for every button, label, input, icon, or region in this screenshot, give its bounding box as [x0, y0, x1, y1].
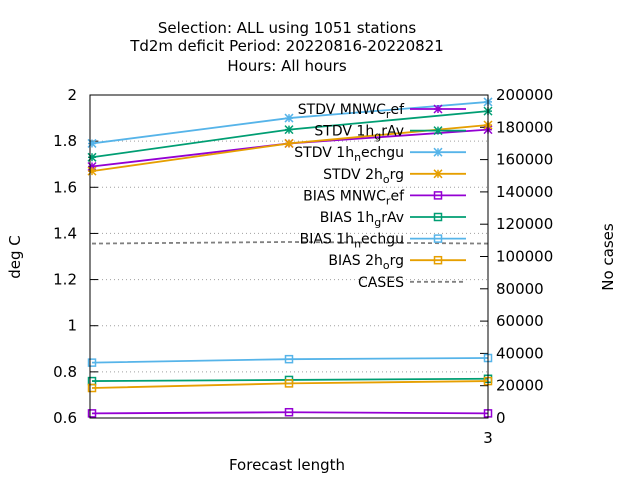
- y-tick-label: 1.6: [53, 178, 77, 196]
- chart-title-line-2: Td2m deficit Period: 20220816-20220821: [129, 37, 444, 55]
- chart-title-line-1: Selection: ALL using 1051 stations: [158, 19, 417, 37]
- data-point-square: [433, 234, 443, 243]
- y-tick-label: 2: [67, 86, 77, 104]
- legend-label-9: CASES: [358, 275, 404, 291]
- y-tick-label: 0.8: [53, 363, 77, 381]
- data-point-square: [87, 409, 97, 418]
- data-point-star: [433, 169, 443, 179]
- series-line-5: [91, 411, 489, 415]
- y-axis-ticks: 0.6 0.8 1 1.2 1.4 1.6 1.8 2: [53, 86, 98, 427]
- chart-title-line-3: Hours: All hours: [227, 57, 346, 75]
- data-point-square: [433, 212, 443, 222]
- legend: STDV MNWCref STDV 1hgrAv STDV 1hnechgu STDV…: [294, 102, 466, 291]
- y2-tick-label: 180000: [496, 118, 553, 136]
- data-point-star: [433, 147, 443, 157]
- y-tick-label: 1.4: [53, 224, 77, 242]
- legend-label-7: BIAS 1hnechgu: [300, 232, 404, 251]
- x-tick-label: 3: [483, 429, 493, 447]
- y2-tick-label: 160000: [496, 151, 553, 169]
- legend-label-1: STDV MNWCref: [298, 102, 405, 121]
- data-point-square: [87, 358, 97, 367]
- legend-label-2: STDV 1hgrAv: [314, 124, 404, 143]
- y-tick-label: 1: [67, 317, 77, 335]
- y-tick-label: 1.2: [53, 271, 77, 289]
- y2-tick-label: 200000: [496, 86, 553, 104]
- y2-tick-label: 20000: [496, 377, 544, 395]
- y-axis-label: deg C: [6, 235, 24, 279]
- y2-tick-label: 100000: [496, 248, 553, 266]
- data-point-star: [87, 138, 97, 148]
- data-point-square: [433, 255, 443, 265]
- data-point-star: [284, 138, 294, 148]
- plot-frame: [89, 94, 489, 419]
- y-tick-label: 1.8: [53, 132, 77, 150]
- series-line-9: [91, 241, 489, 245]
- data-point-star: [284, 113, 294, 123]
- data-point-star: [87, 152, 97, 162]
- legend-label-3: STDV 1hnechgu: [294, 145, 404, 164]
- data-point-square: [433, 191, 443, 200]
- y2-tick-label: 0: [496, 409, 506, 427]
- y2-tick-label: 140000: [496, 183, 553, 201]
- data-point-star: [433, 104, 443, 114]
- x-axis-label: Forecast length: [229, 456, 345, 474]
- y2-tick-label: 40000: [496, 344, 544, 362]
- data-point-square: [284, 379, 294, 388]
- series-line-8: [91, 380, 489, 389]
- data-point-square: [87, 383, 97, 393]
- y2-axis-ticks: 0 20000 40000 60000 80000 100000 120000 140000 1…: [480, 86, 553, 427]
- y2-tick-label: 120000: [496, 215, 553, 233]
- y2-axis-label: No cases: [599, 223, 617, 291]
- y-tick-label: 0.6: [53, 409, 77, 427]
- data-point-star: [87, 161, 97, 172]
- data-point-square: [284, 407, 294, 417]
- y2-tick-label: 80000: [496, 280, 544, 298]
- data-point-star: [433, 126, 443, 136]
- series-lines: [87, 97, 493, 418]
- legend-label-6: BIAS 1hgrAv: [320, 210, 404, 229]
- grid-lines: [90, 140, 488, 373]
- data-point-star: [87, 166, 97, 176]
- data-point-star: [284, 125, 294, 135]
- y2-tick-label: 60000: [496, 312, 544, 330]
- data-point-square: [284, 354, 294, 364]
- series-line-7: [91, 357, 489, 364]
- legend-label-5: BIAS MNWCref: [303, 188, 405, 207]
- legend-label-4: STDV 2horg: [323, 167, 404, 186]
- legend-label-8: BIAS 2horg: [328, 253, 404, 272]
